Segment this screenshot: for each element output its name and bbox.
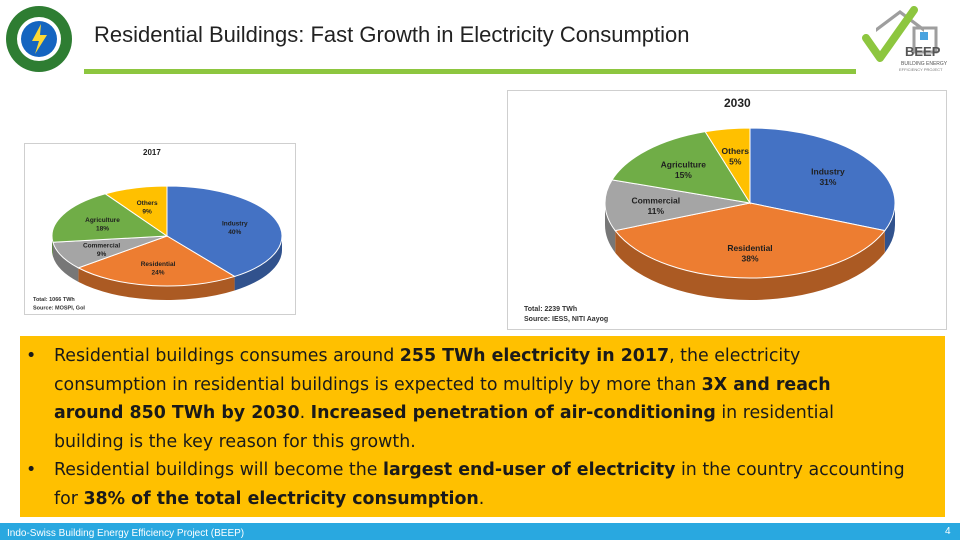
footer-project-name: Indo-Swiss Building Energy Efficiency Pr… (7, 528, 245, 539)
pie-slice-side (884, 203, 895, 253)
pie-slice-side (234, 236, 282, 291)
bullet-emphasis: 38% of the total electricity consumption (83, 488, 479, 509)
slice-value: 18% (96, 225, 109, 232)
beep-logo-tagline: BUILDING ENERGY (901, 61, 948, 67)
slice-value: 38% (741, 253, 758, 263)
bullet-emphasis: largest end-user of electricity (383, 460, 676, 481)
chart-note: Total: 1066 TWh (33, 297, 75, 303)
pie-slice-commercial (604, 179, 751, 232)
chart-note: Source: IESS, NITI Aayog (524, 316, 608, 323)
bullet-marker: • (26, 460, 37, 481)
slide-title: Residential Buildings: Fast Growth in El… (94, 22, 690, 47)
slice-label: Commercial (631, 196, 680, 206)
slice-value: 31% (819, 177, 836, 187)
bullet-text: , the electricity consumption in residen… (54, 346, 801, 395)
slice-value: 40% (228, 229, 241, 236)
chart-note: Total: 2239 TWh (524, 306, 577, 313)
slice-value: 9% (97, 251, 107, 258)
slice-label: Industry (811, 167, 845, 177)
slice-value: 5% (729, 156, 742, 166)
bullet-text: . (478, 488, 485, 509)
ministry-emblem-logo (4, 4, 74, 74)
page-number: 4 (945, 526, 951, 537)
pie-slice-side (615, 230, 885, 300)
bullet-marker: • (26, 346, 37, 366)
footer-bar (0, 523, 960, 540)
chart-title: 2030 (724, 96, 751, 110)
key-findings-callout: • Residential buildings consumes around 2… (20, 336, 945, 517)
bullet-item: • Residential buildings consumes around 2… (26, 342, 905, 456)
slice-label: Residential (727, 243, 772, 253)
bullet-emphasis: 255 TWh electricity in 2017 (399, 346, 670, 366)
bullet-text: Residential buildings will become the (54, 460, 383, 481)
chart-title: 2017 (143, 148, 161, 157)
pie-slice-others (104, 185, 168, 237)
bullet-item: • Residential buildings will become the l… (26, 456, 905, 513)
pie-slice-industry (166, 185, 283, 277)
pie-slice-side (52, 242, 79, 282)
beep-logo: BEEP BUILDING ENERGY EFFICIENCY PROJECT (858, 2, 958, 74)
bullet-text: in the country accounting for (54, 460, 905, 509)
pie-slice-agriculture (51, 193, 169, 243)
bullet-emphasis: 3X and reach around 850 TWh by 2030 (54, 374, 831, 424)
slice-label: Industry (222, 220, 248, 227)
bullet-text: . (299, 403, 311, 424)
pie-slice-industry (749, 127, 896, 232)
ministry-emblem-icon (6, 6, 72, 72)
slice-label: Others (722, 146, 750, 156)
pie-slice-others (704, 127, 751, 205)
pie-slice-residential (614, 202, 886, 279)
slice-value: 9% (142, 209, 152, 216)
bullet-list: • Residential buildings consumes around 2… (20, 336, 945, 514)
slice-label: Agriculture (85, 217, 120, 224)
slice-label: Residential (141, 261, 176, 268)
title-underline (84, 69, 856, 74)
slice-label: Commercial (83, 242, 120, 249)
pie-slice-agriculture (611, 131, 752, 204)
beep-logo-name: BEEP (905, 44, 941, 59)
slice-value: 24% (152, 269, 165, 276)
slice-label: Agriculture (661, 160, 707, 170)
beep-logo-tagline2: EFFICIENCY PROJECT (899, 67, 943, 72)
bullet-emphasis: Increased penetration of air-conditionin… (310, 403, 716, 424)
slice-value: 15% (675, 170, 692, 180)
pie-chart-2030-svg: 2030Industry31%Residential38%Commercial1… (524, 96, 896, 323)
pie-slice-side (605, 203, 616, 253)
pie-chart-2030: 2030 Industry 31% Residential 38% Commercial 1… (507, 90, 947, 330)
pie-slice-side (78, 267, 235, 300)
beep-checkmark-house-icon: BEEP BUILDING ENERGY EFFICIENCY PROJECT (862, 6, 948, 72)
slice-value: 11% (648, 206, 665, 216)
chart-note: Source: MOSPI, GoI (33, 306, 85, 312)
bullet-text: in residential building is the key reaso… (54, 403, 834, 452)
bullet-text: Residential buildings consumes around (54, 346, 400, 366)
slice-label: Others (137, 200, 158, 207)
pie-chart-2017: 2017 Industry 40% Residential 24% Commercial 9… (24, 143, 296, 315)
pie-slice-residential (77, 235, 236, 287)
